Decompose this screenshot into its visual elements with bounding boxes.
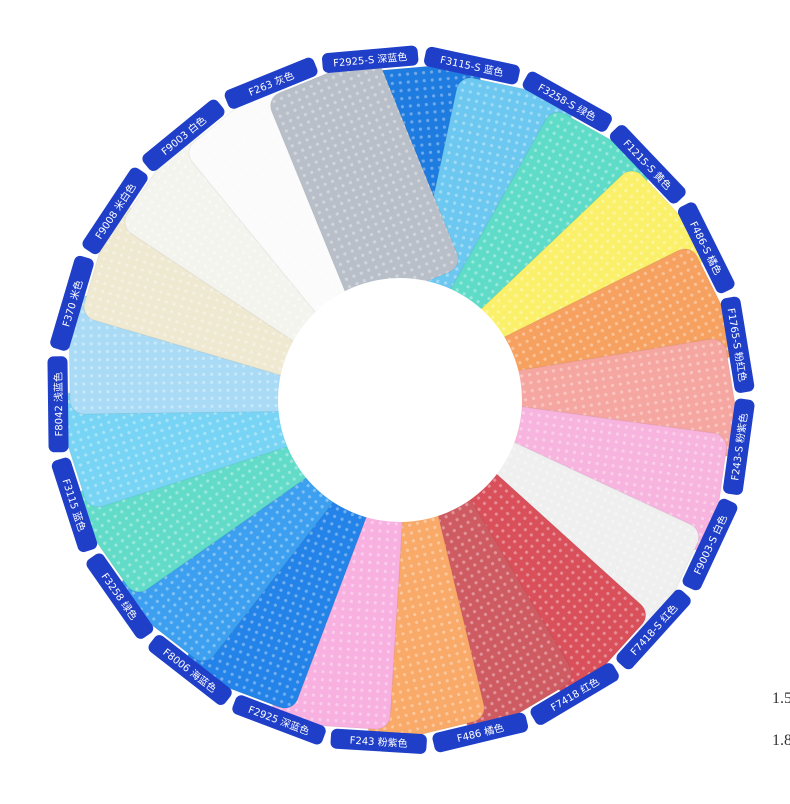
label-tab-background [677, 202, 735, 294]
swatch-texture [186, 459, 370, 709]
swatch-label-tab: F2925-S 深蓝色 [322, 45, 419, 73]
label-tab-background [224, 57, 318, 109]
label-tab-background [50, 255, 94, 351]
swatch-label-tab: F8042 浅蓝色 [47, 356, 69, 453]
label-tab-background [432, 712, 529, 753]
swatch-texture [449, 437, 699, 633]
label-tab-background [682, 498, 738, 591]
label-tab-background [148, 635, 232, 705]
thickness-label-2: 1.8 [772, 732, 790, 749]
label-tab-background [616, 589, 691, 670]
label-tab-background [142, 99, 225, 171]
label-tab-background [51, 457, 98, 553]
thickness-label-1: 1.5 [772, 690, 790, 707]
swatch-label-tab: F486 橘色 [432, 712, 529, 753]
swatch-label-tab: F243 粉紫色 [330, 728, 427, 754]
swatch-label: F243 粉紫色 [349, 734, 408, 751]
label-tab-background [232, 695, 326, 745]
label-tab-background [723, 398, 755, 495]
label-tab-background [522, 71, 612, 132]
swatch-texture [270, 57, 459, 307]
center-hole [278, 278, 522, 522]
label-tab-background [330, 728, 427, 754]
label-tab-background [720, 296, 755, 393]
label-tab-background [609, 125, 686, 204]
label-tab-background [424, 46, 520, 85]
label-tab-background [86, 553, 154, 639]
label-tab-background [47, 356, 69, 453]
label-tab-background [82, 167, 148, 255]
swatch-label: F8042 浅蓝色 [52, 372, 66, 437]
label-tab-background [530, 663, 619, 725]
swatch-label-tab: F243-S 粉紫色 [723, 398, 755, 495]
label-tab-background [322, 45, 419, 73]
